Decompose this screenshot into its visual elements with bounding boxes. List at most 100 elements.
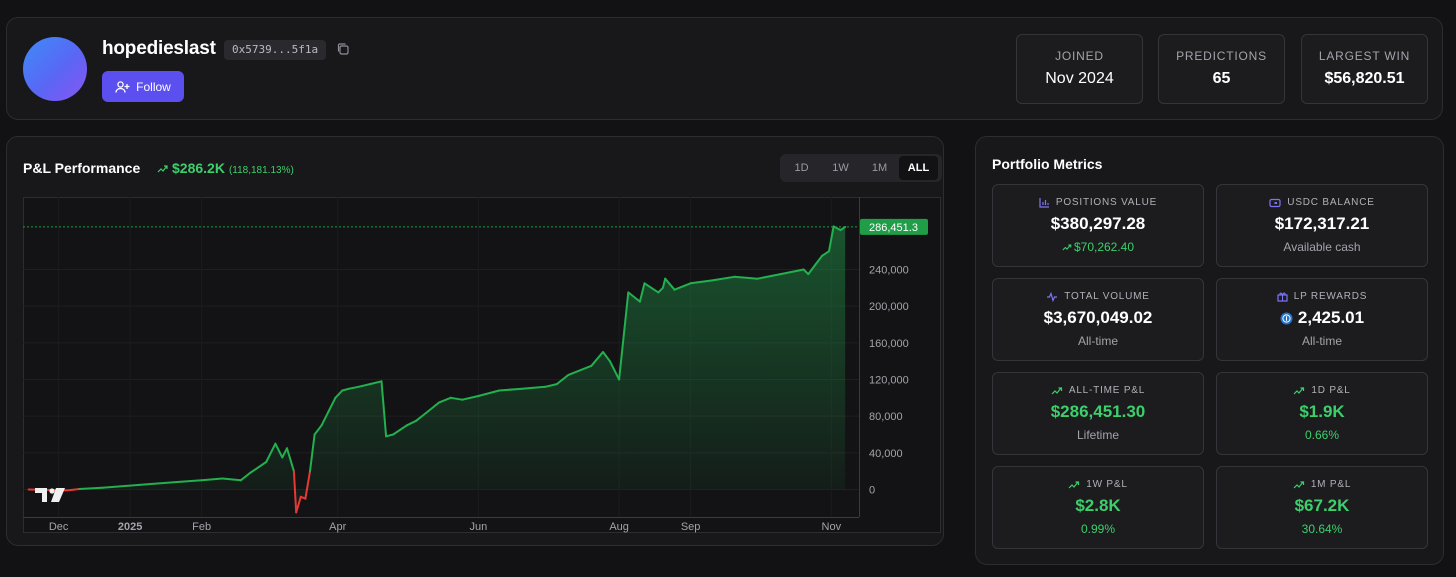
- metric-label: 1M P&L: [1217, 479, 1427, 490]
- pnl-line-segment: [567, 364, 593, 376]
- trend-up-icon: [1068, 480, 1080, 489]
- pnl-line-segment: [638, 282, 646, 303]
- metric-value: $1.9K: [1217, 402, 1427, 422]
- pnl-line-segment: [689, 279, 713, 285]
- pnl-line-segment: [334, 389, 344, 399]
- pnl-line-segment: [239, 472, 251, 482]
- pnl-line-segment: [415, 410, 429, 422]
- pnl-line-negative-segment: [66, 488, 81, 492]
- range-1w-button[interactable]: 1W: [832, 162, 849, 174]
- metric-label: 1D P&L: [1217, 385, 1427, 396]
- pnl-line-segment: [821, 250, 830, 257]
- pnl-line-segment: [627, 291, 641, 303]
- pnl-line-negative-segment: [295, 495, 302, 514]
- pnl-line-segment: [477, 389, 501, 397]
- pnl-line-segment: [498, 387, 524, 392]
- trend-up-icon: [1293, 480, 1305, 489]
- x-tick-label: 2025: [118, 521, 142, 533]
- pnl-line-segment: [802, 268, 810, 276]
- stat-joined: JOINED Nov 2024: [1016, 34, 1143, 104]
- pnl-line-segment: [461, 395, 480, 401]
- metric-value-text: $2.8K: [1075, 496, 1121, 515]
- metric-subtext: 30.64%: [1217, 522, 1427, 536]
- time-range-selector: 1D 1W 1M ALL: [780, 154, 942, 182]
- metric-card-all-time-p-l: ALL-TIME P&L $286,451.30 Lifetime: [992, 372, 1204, 455]
- pnl-line-segment: [661, 277, 667, 289]
- metric-label-text: 1M P&L: [1310, 479, 1352, 490]
- metrics-title: Portfolio Metrics: [992, 156, 1103, 172]
- metric-value: $3,670,049.02: [993, 308, 1203, 328]
- pnl-line-segment: [807, 263, 817, 276]
- metric-label: ALL-TIME P&L: [993, 385, 1203, 396]
- metric-value-text: $1.9K: [1299, 402, 1345, 421]
- metric-value-text: $380,297.28: [1050, 214, 1146, 233]
- pnl-line-segment: [172, 479, 203, 484]
- stat-predictions: PREDICTIONS 65: [1158, 34, 1285, 104]
- pnl-line-segment: [449, 396, 464, 401]
- pnl-percent: (118,181.13%): [228, 165, 294, 176]
- pnl-line-segment: [555, 373, 570, 386]
- stat-label: JOINED: [1055, 49, 1104, 63]
- pnl-line-segment: [643, 282, 660, 294]
- pnl-line-segment: [405, 419, 418, 427]
- x-tick-label: Jun: [470, 521, 488, 533]
- pnl-line-segment: [733, 275, 759, 280]
- pnl-line-segment: [101, 483, 141, 489]
- metric-subtext: Available cash: [1217, 240, 1427, 254]
- y-tick-label: 120,000: [869, 375, 909, 387]
- copy-icon[interactable]: [336, 42, 350, 56]
- username: hopedieslast: [102, 38, 216, 59]
- metric-label-text: 1D P&L: [1311, 385, 1351, 396]
- pnl-line-segment: [438, 396, 452, 404]
- pnl-line-segment: [779, 268, 805, 276]
- last-price-label: 286,451.3: [869, 222, 918, 234]
- stat-value: Nov 2024: [1045, 70, 1114, 87]
- pnl-line-segment: [274, 442, 284, 459]
- usdc-coin-icon: [1280, 312, 1293, 325]
- stat-value: 65: [1212, 70, 1231, 87]
- metric-label-text: POSITIONS VALUE: [1055, 197, 1158, 208]
- metric-label-text: USDC BALANCE: [1287, 197, 1375, 208]
- metric-subtext-value: 30.64%: [1301, 522, 1343, 536]
- metric-label-text: TOTAL VOLUME: [1064, 291, 1150, 302]
- profile-card: hopedieslast 0x5739...5f1a Follow JOINED…: [6, 17, 1443, 120]
- pnl-line-segment: [608, 360, 621, 381]
- pnl-line-segment: [357, 383, 371, 388]
- pnl-line-segment: [265, 442, 277, 463]
- metric-label: LP REWARDS: [1217, 291, 1427, 302]
- pnl-line-segment: [320, 410, 330, 427]
- pnl-line-segment: [380, 380, 388, 438]
- pnl-line-segment: [832, 225, 842, 232]
- avatar[interactable]: [23, 37, 87, 101]
- follow-label: Follow: [136, 79, 171, 94]
- x-tick-label: Sep: [681, 521, 701, 533]
- metric-value: $286,451.30: [993, 402, 1203, 422]
- pnl-line-segment: [710, 275, 736, 282]
- last-price-badge: [860, 218, 928, 235]
- x-tick-label: Feb: [192, 521, 211, 533]
- metric-label-text: ALL-TIME P&L: [1068, 385, 1146, 396]
- metric-value-text: $286,451.30: [1050, 402, 1146, 421]
- range-1d-button[interactable]: 1D: [794, 162, 809, 174]
- pnl-line-segment: [392, 424, 408, 436]
- pnl-line-segment: [221, 477, 242, 482]
- metric-value: $2.8K: [993, 496, 1203, 516]
- metric-subtext: $70,262.40: [993, 240, 1203, 254]
- gift-icon: [1277, 291, 1288, 302]
- pnl-line-segment: [369, 380, 383, 386]
- pnl-chart[interactable]: 0 40,000 80,000 120,000 160,000 200,000 240,00…: [23, 197, 941, 533]
- pnl-line-segment: [839, 225, 847, 232]
- metric-subtext-value: All-time: [1077, 334, 1118, 348]
- y-tick-label: 0: [869, 485, 875, 497]
- metric-card-total-volume: TOTAL VOLUME $3,670,049.02 All-time: [992, 278, 1204, 361]
- pnl-line-segment: [348, 385, 360, 390]
- range-all-button[interactable]: ALL: [899, 156, 938, 180]
- x-tick-label: Nov: [822, 521, 842, 533]
- pnl-line-segment: [426, 401, 441, 413]
- metric-subtext: Lifetime: [993, 428, 1203, 442]
- pnl-line-segment: [590, 351, 604, 367]
- metric-card-usdc-balance: USDC BALANCE $172,317.21 Available cash: [1216, 184, 1428, 267]
- range-1m-button[interactable]: 1M: [871, 162, 888, 174]
- x-tick-label: Apr: [329, 521, 346, 533]
- follow-button[interactable]: Follow: [102, 71, 184, 102]
